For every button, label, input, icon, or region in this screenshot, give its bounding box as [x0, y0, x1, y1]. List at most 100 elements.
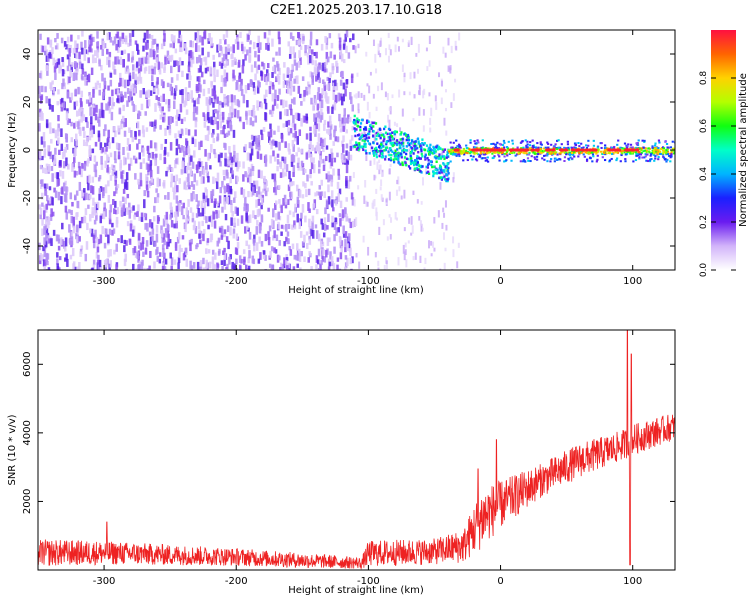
spectrogram-cell — [230, 162, 234, 168]
spectrogram-cell — [220, 232, 224, 238]
spectrogram-cell — [344, 247, 347, 253]
spectrogram-cell — [260, 202, 263, 210]
spectrogram-cell — [433, 217, 436, 224]
spectrogram-cell — [229, 121, 233, 130]
spectrogram-cell — [596, 151, 599, 154]
spectrogram-cell — [286, 214, 290, 224]
spectrogram-cell — [216, 263, 220, 268]
spectrogram-cell — [419, 147, 422, 150]
chart-title: C2E1.2025.203.17.10.G18 — [270, 3, 442, 18]
spectrogram-cell — [554, 157, 557, 160]
spectrogram-cell — [175, 195, 179, 204]
spectrogram-cell — [116, 207, 120, 214]
spectrogram-cell — [81, 30, 84, 37]
spectrogram-cell — [334, 125, 337, 132]
spectrogram-cell — [454, 146, 457, 149]
spectrogram-cell — [284, 198, 288, 205]
spectrogram-cell — [221, 180, 224, 188]
spectrogram-cell — [202, 168, 206, 176]
spectrogram-cell — [220, 130, 223, 135]
spectrogram-cell — [41, 45, 45, 53]
spectrogram-cell — [629, 151, 632, 154]
spectrogram-cell — [222, 82, 226, 87]
spectrogram-cell — [234, 157, 238, 163]
spectrogram-cell — [373, 199, 376, 207]
spectrogram-cell — [63, 40, 67, 47]
spectrogram-cell — [256, 220, 259, 226]
spectrogram-cell — [101, 109, 104, 118]
spectrogram-cell — [315, 51, 318, 59]
spectrogram-cell — [441, 155, 444, 158]
spectrogram-cell — [219, 45, 222, 51]
spectrogram-cell — [130, 57, 134, 63]
spectrogram-cell — [127, 42, 130, 47]
spectrogram-cell — [424, 158, 427, 161]
spectrogram-cell — [483, 156, 486, 159]
spectrogram-cell — [119, 77, 122, 87]
spectrogram-cell — [573, 146, 576, 149]
spectrogram-cell — [247, 83, 250, 91]
spectrogram-cell — [432, 241, 435, 248]
spectrogram-cell — [246, 49, 249, 56]
spectrogram-cell — [157, 61, 161, 70]
spectrogram-cell — [173, 60, 176, 68]
spectrogram-cell — [634, 159, 638, 162]
spectrogram-cell — [223, 93, 226, 102]
spectrogram-cell — [313, 124, 316, 134]
spectrogram-cell — [284, 172, 287, 177]
spectrogram-cell — [248, 214, 252, 223]
spectrogram-cell — [183, 43, 187, 49]
spectrogram-cell — [465, 151, 468, 154]
spectrogram-cell — [101, 49, 104, 56]
spectrogram-cell — [257, 35, 260, 45]
spectrogram-cell — [56, 263, 59, 270]
spectrogram-cell — [57, 115, 60, 122]
spectrogram-cell — [444, 247, 447, 252]
spectrogram-cell — [325, 199, 329, 209]
spectrogram-cell — [230, 94, 234, 103]
spectrogram-cell — [438, 153, 441, 156]
spectrogram-cell — [70, 64, 73, 72]
spectrogram-cell — [175, 115, 178, 120]
spectrogram-cell — [368, 111, 371, 119]
spectrogram-cell — [666, 146, 669, 149]
spectrogram-cell — [288, 148, 291, 155]
spectrogram-cell — [54, 45, 58, 50]
spectrogram-cell — [297, 147, 300, 153]
spectrogram-cell — [282, 81, 286, 88]
colorbar: 0.00.20.40.60.8 Normalized spectral ampl… — [699, 30, 749, 277]
spectrogram-cell — [635, 142, 638, 145]
spectrogram-cell — [73, 122, 76, 129]
spectrogram-cell — [109, 36, 113, 43]
spectrogram-cell — [400, 141, 403, 145]
spectrogram-cell — [108, 107, 112, 114]
spectrogram-cell — [443, 157, 446, 161]
spectrogram-cell — [286, 231, 290, 237]
spectrogram-cell — [144, 41, 148, 50]
spectrogram-cell — [89, 228, 92, 234]
spectrogram-cell — [408, 148, 411, 152]
spectrogram-cell — [355, 128, 358, 131]
spectrogram-cell — [311, 77, 314, 85]
spectrogram-cell — [52, 154, 55, 163]
spectrogram-cell — [533, 152, 536, 155]
spectrogram-cell — [329, 72, 332, 78]
spectrogram-cell — [403, 75, 406, 83]
spectrogram-cell — [452, 177, 455, 183]
spectrogram-cell — [444, 89, 447, 93]
spectrogram-cell — [230, 167, 233, 174]
spectrogram-cell — [162, 233, 166, 242]
spectrogram-cell — [66, 258, 69, 267]
spectrogram-cell — [138, 181, 141, 190]
spectrogram-cell — [251, 140, 255, 146]
spectrogram-cell — [75, 100, 79, 107]
spectrogram-cell — [169, 43, 173, 48]
spectrogram-cell — [165, 170, 168, 177]
spectrogram-cell — [389, 147, 392, 150]
spectrogram-cell — [272, 208, 275, 218]
spectrogram-cell — [127, 80, 131, 86]
spectrogram-cell — [204, 161, 208, 170]
spectrogram-cell — [415, 138, 418, 142]
spectrogram-ylabel: Frequency (Hz) — [7, 112, 18, 188]
spectrogram-cell — [292, 85, 296, 92]
